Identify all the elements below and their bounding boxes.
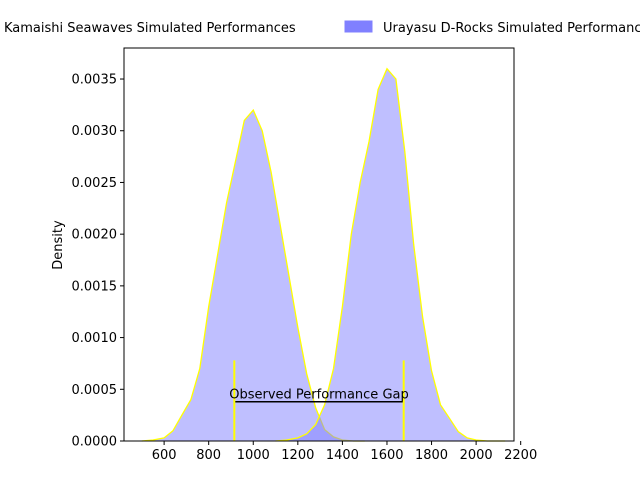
gap-annotation-label: Observed Performance Gap: [229, 388, 408, 403]
series-layer: [141, 67, 506, 442]
x-tick-label: 1800: [415, 448, 448, 463]
legend-swatch-2: [344, 20, 373, 33]
legend-label-1: Kamaishi Seawaves Simulated Performances: [4, 21, 296, 36]
y-tick-label: 0.0010: [72, 331, 118, 346]
x-tick-label: 2200: [504, 448, 537, 463]
legend-label-2: Urayasu D-Rocks Simulated Performances: [383, 21, 640, 36]
x-axis: 600 800 1000 1200 1400 1600 1800 2000 2200: [152, 441, 537, 463]
x-tick-label: 1600: [370, 448, 403, 463]
y-tick-label: 0.0020: [72, 228, 118, 243]
plot-frame: [123, 47, 515, 442]
x-tick-label: 1200: [281, 448, 314, 463]
y-axis-label: Density: [51, 220, 66, 270]
y-tick-label: 0.0035: [72, 73, 118, 88]
x-tick-label: 2000: [460, 448, 493, 463]
x-tick-label: 600: [152, 448, 177, 463]
y-tick-label: 0.0025: [72, 176, 118, 191]
y-tick-label: 0.0030: [72, 124, 118, 139]
series-area-1: [141, 110, 365, 441]
y-axis: 0.0000 0.0005 0.0010 0.0015 0.0020 0.0025 0.00…: [72, 73, 124, 450]
legend: Kamaishi Seawaves Simulated Performances…: [4, 20, 640, 36]
y-tick-label: 0.0000: [72, 435, 118, 450]
series-area-2: [275, 68, 506, 441]
y-tick-label: 0.0015: [72, 279, 118, 294]
series-line-2: [275, 67, 506, 442]
y-tick-label: 0.0005: [72, 383, 118, 398]
x-tick-label: 1400: [326, 448, 359, 463]
x-tick-label: 1000: [237, 448, 270, 463]
x-tick-label: 800: [196, 448, 221, 463]
gap-annotation: Observed Performance Gap: [229, 360, 409, 441]
